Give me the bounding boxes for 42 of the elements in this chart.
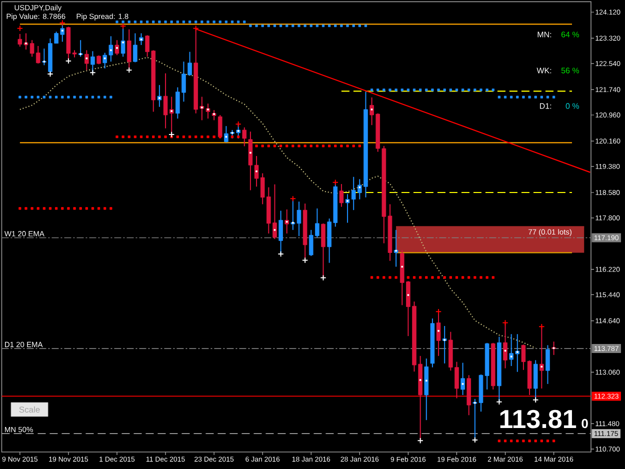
annotation: 64 %	[561, 32, 579, 38]
annotation: 56 %	[561, 68, 579, 74]
point	[332, 179, 338, 186]
point	[496, 398, 502, 405]
annotation: 0	[582, 418, 588, 428]
point	[472, 436, 478, 444]
point	[532, 396, 539, 403]
point	[435, 308, 442, 315]
annotation: D1:	[540, 103, 552, 109]
candlestick	[546, 344, 550, 384]
candlestick	[242, 126, 247, 147]
candlestick	[114, 40, 120, 56]
point	[120, 23, 126, 30]
point	[302, 257, 308, 264]
candlestick	[442, 325, 447, 364]
point	[278, 250, 284, 258]
candlestick	[394, 229, 398, 268]
candlestick	[133, 32, 138, 63]
candlestick	[284, 208, 289, 234]
point	[90, 70, 96, 76]
candlestick	[84, 50, 89, 71]
point	[168, 131, 175, 138]
annotation: 0 %	[566, 103, 579, 109]
point	[47, 70, 54, 78]
candlestick	[339, 184, 344, 208]
point	[65, 58, 72, 64]
candlestick	[521, 344, 526, 370]
candlestick	[218, 114, 222, 139]
point	[126, 66, 132, 74]
point	[502, 320, 508, 326]
annotation: WK:	[536, 68, 552, 74]
candlestick	[460, 362, 465, 396]
point	[417, 437, 424, 444]
point	[320, 274, 326, 281]
point	[538, 324, 545, 330]
point	[290, 196, 296, 202]
point	[59, 20, 66, 26]
point	[235, 121, 242, 128]
point	[16, 25, 24, 32]
annotation: Scale	[19, 406, 40, 413]
annotation: MN:	[538, 32, 552, 38]
annotation: 113.81	[500, 410, 576, 428]
